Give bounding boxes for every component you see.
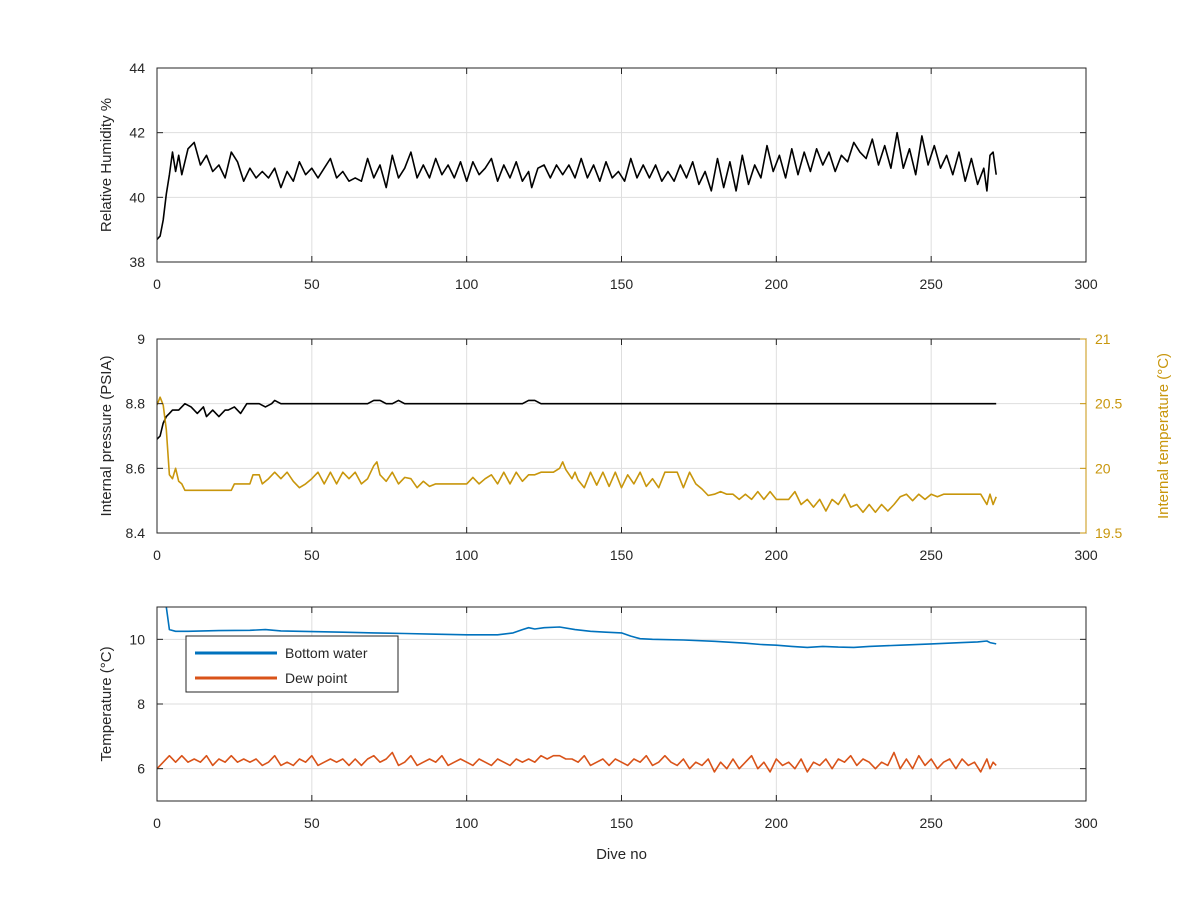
y2-tick-label: 19.5 bbox=[1095, 525, 1122, 541]
x-axis-label: Dive no bbox=[596, 846, 647, 863]
x-tick-label: 200 bbox=[765, 276, 789, 292]
y-tick-label: 10 bbox=[129, 631, 145, 647]
x-tick-label: 200 bbox=[765, 815, 789, 831]
x-tick-label: 100 bbox=[455, 815, 479, 831]
y2-tick-label: 20.5 bbox=[1095, 396, 1122, 412]
x-tick-label: 100 bbox=[455, 276, 479, 292]
legend-label: Bottom water bbox=[285, 645, 368, 661]
y-tick-label: 6 bbox=[137, 761, 145, 777]
y-axis-label: Temperature (°C) bbox=[98, 646, 115, 761]
y2-axis-label: Internal temperature (°C) bbox=[1155, 353, 1172, 519]
y-tick-label: 38 bbox=[129, 254, 145, 270]
series-line-2 bbox=[157, 396, 997, 514]
x-tick-label: 50 bbox=[304, 547, 320, 563]
legend-box bbox=[185, 635, 399, 693]
subplot-3: 0 50 100 150 200 250 300 6 8 10 Temperature (°C) Di… bbox=[98, 606, 1098, 863]
y-axis-label: Internal pressure (PSIA) bbox=[98, 356, 115, 517]
subplot-1: 0 50 100 150 200 250 300 38 40 42 44 Relative Humid… bbox=[98, 60, 1098, 292]
y-tick-label: 8.6 bbox=[126, 460, 146, 476]
y-tick-label: 40 bbox=[129, 189, 145, 205]
y-tick-label: 8.4 bbox=[126, 525, 146, 541]
subplot-2: 0 50 100 150 200 250 300 8.4 8.6 8.8 9 19.5 20 20.5 21… bbox=[98, 331, 1172, 563]
y2-tick-label: 21 bbox=[1095, 331, 1111, 347]
y-axis-label: Relative Humidity % bbox=[98, 98, 115, 232]
x-tick-label: 0 bbox=[153, 815, 161, 831]
y-tick-label: 8.8 bbox=[126, 396, 146, 412]
x-tick-label: 150 bbox=[610, 547, 634, 563]
x-tick-label: 250 bbox=[919, 547, 943, 563]
y-tick-label: 42 bbox=[129, 125, 145, 141]
x-tick-label: 150 bbox=[610, 276, 634, 292]
series-line-1 bbox=[157, 399, 997, 440]
series-line-bottom-water bbox=[165, 607, 997, 649]
x-tick-label: 250 bbox=[919, 276, 943, 292]
series-line-1 bbox=[157, 131, 997, 240]
y-tick-label: 44 bbox=[129, 60, 145, 76]
x-tick-label: 50 bbox=[304, 815, 320, 831]
legend: Bottom water Dew point bbox=[185, 635, 399, 693]
x-tick-label: 250 bbox=[919, 815, 943, 831]
legend-label: Dew point bbox=[285, 670, 347, 686]
x-tick-label: 0 bbox=[153, 547, 161, 563]
y2-tick-label: 20 bbox=[1095, 460, 1111, 476]
y-tick-label: 9 bbox=[137, 331, 145, 347]
x-tick-label: 50 bbox=[304, 276, 320, 292]
x-tick-label: 100 bbox=[455, 547, 479, 563]
x-tick-label: 300 bbox=[1074, 815, 1098, 831]
series-line-dew-point bbox=[157, 751, 997, 773]
x-tick-label: 300 bbox=[1074, 276, 1098, 292]
x-tick-label: 200 bbox=[765, 547, 789, 563]
x-tick-label: 0 bbox=[153, 276, 161, 292]
x-tick-label: 150 bbox=[610, 815, 634, 831]
x-tick-label: 300 bbox=[1074, 547, 1098, 563]
y-tick-label: 8 bbox=[137, 696, 145, 712]
